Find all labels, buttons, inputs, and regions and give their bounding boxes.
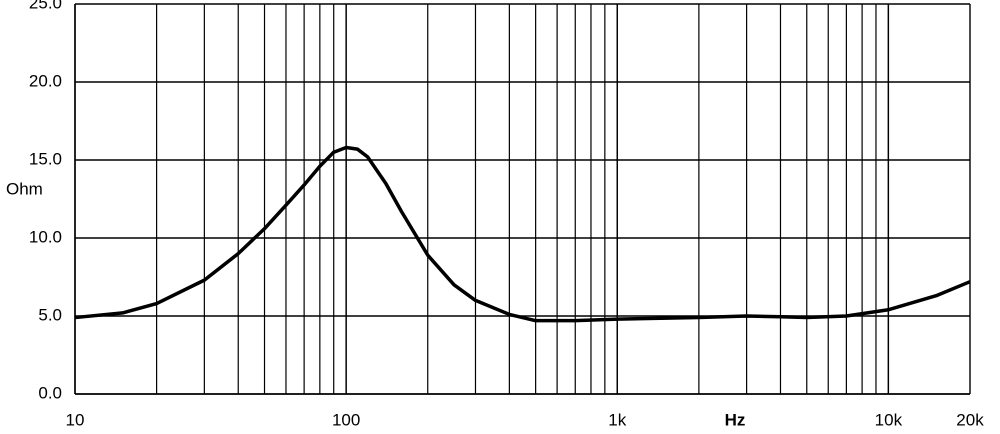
y-tick-label: 5.0 bbox=[38, 305, 62, 324]
x-tick-label: 20k bbox=[956, 410, 984, 429]
y-tick-label: 15.0 bbox=[29, 149, 62, 168]
y-tick-label: 20.0 bbox=[29, 71, 62, 90]
y-tick-label: 0.0 bbox=[38, 383, 62, 402]
y-tick-label: 25.0 bbox=[29, 0, 62, 12]
x-tick-label: 10k bbox=[875, 410, 903, 429]
impedance-line bbox=[74, 145, 971, 323]
y-axis-label: Ohm bbox=[6, 179, 43, 198]
x-tick-label: 100 bbox=[332, 410, 360, 429]
x-axis-label: Hz bbox=[725, 410, 746, 429]
x-tick-label: 10 bbox=[66, 410, 85, 429]
x-tick-label: 1k bbox=[608, 410, 626, 429]
y-tick-label: 10.0 bbox=[29, 227, 62, 246]
